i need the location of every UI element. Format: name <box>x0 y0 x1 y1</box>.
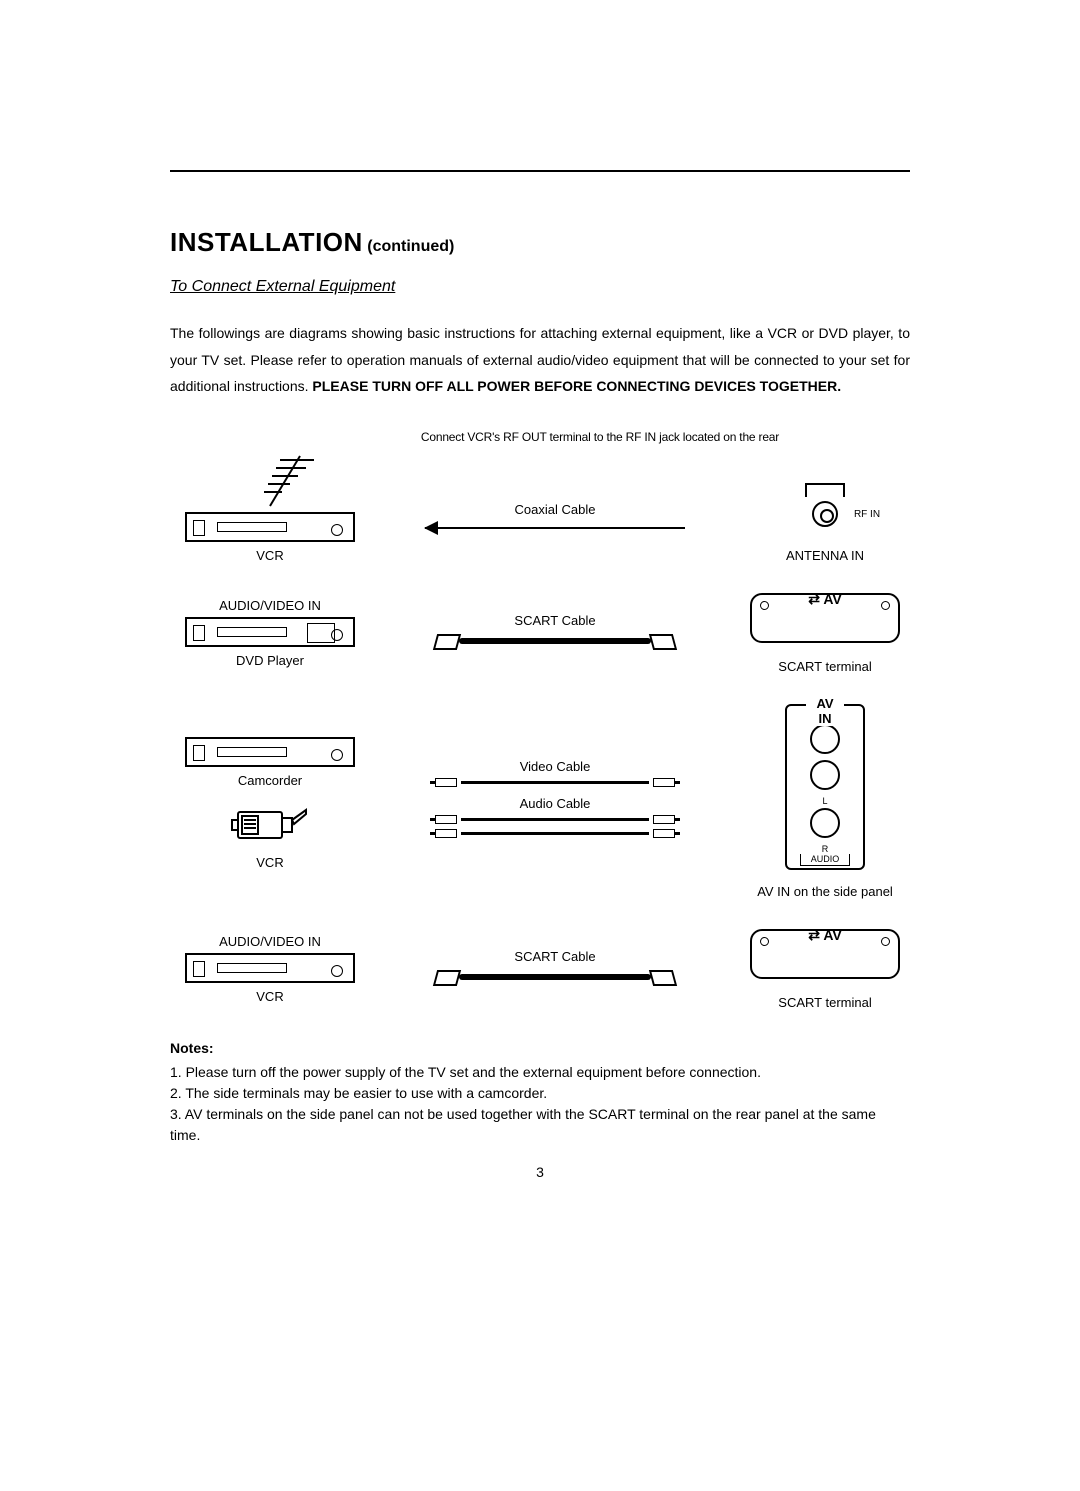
row4-right: ⇄ AV SCART terminal <box>740 929 910 1010</box>
scart-cable-icon <box>435 634 675 654</box>
row2-right-label: SCART terminal <box>740 659 910 674</box>
row4-mid: SCART Cable <box>370 949 740 990</box>
scart-cable-icon-2 <box>435 970 675 990</box>
scart-terminal-icon-2: ⇄ AV <box>750 929 900 979</box>
scart-terminal-icon: ⇄ AV <box>750 593 900 643</box>
diagram-top-note: Connect VCR's RF OUT terminal to the RF … <box>290 430 910 444</box>
page-number: 3 <box>170 1164 910 1180</box>
vcr-device-icon <box>185 512 355 542</box>
row3-right-below: AV IN on the side panel <box>740 884 910 899</box>
diagram-row-scart-dvd: AUDIO/VIDEO IN DVD Player SCART Cable ⇄ … <box>170 593 910 674</box>
video-cable-label: Video Cable <box>370 759 740 774</box>
intro-bold: PLEASE TURN OFF ALL POWER BEFORE CONNECT… <box>312 378 841 394</box>
row4-right-label: SCART terminal <box>740 995 910 1010</box>
row2-left: AUDIO/VIDEO IN DVD Player <box>170 598 370 668</box>
rfin-small-label: RF IN <box>782 509 952 520</box>
camcorder-device-icon <box>185 737 355 767</box>
scart-cable-label-1: SCART Cable <box>370 613 740 628</box>
note-1: 1. Please turn off the power supply of t… <box>170 1062 910 1083</box>
note-2: 2. The side terminals may be easier to u… <box>170 1083 910 1104</box>
diagram-row-avin: Camcorder VCR Video Cable Audio Cab <box>170 704 910 899</box>
rf-in-jack-icon: RF IN <box>740 483 910 542</box>
vcr-device-icon-2 <box>185 953 355 983</box>
diagram-row-scart-vcr: AUDIO/VIDEO IN VCR SCART Cable ⇄ AV SCAR… <box>170 929 910 1010</box>
rca-audio-cable-icon-1 <box>435 815 675 825</box>
row2-right: ⇄ AV SCART terminal <box>740 593 910 674</box>
row3-mid: Video Cable Audio Cable <box>370 759 740 843</box>
row4-left: AUDIO/VIDEO IN VCR <box>170 934 370 1004</box>
page-title: INSTALLATION (continued) <box>170 227 910 258</box>
row2-left-label: DVD Player <box>170 653 370 668</box>
row3-left: Camcorder VCR <box>170 733 370 870</box>
av-icon-label-1: AV <box>823 591 841 607</box>
coaxial-arrow-icon <box>425 527 685 529</box>
intro-paragraph: The followings are diagrams showing basi… <box>170 320 910 400</box>
coaxial-cable-label: Coaxial Cable <box>370 502 740 517</box>
av-in-panel-icon: AV IN VIDEO L R AUDIO <box>785 704 865 870</box>
row1-mid: Coaxial Cable <box>370 502 740 563</box>
horizontal-rule <box>170 170 910 172</box>
rca-video-cable-icon <box>435 778 675 788</box>
title-sub: (continued) <box>363 238 455 255</box>
row4-left-label: VCR <box>170 989 370 1004</box>
avin-audio-label: AUDIO <box>800 854 850 866</box>
scart-cable-label-2: SCART Cable <box>370 949 740 964</box>
row1-left-label: VCR <box>170 548 370 563</box>
dvd-player-icon <box>185 617 355 647</box>
rca-audio-cable-icon-2 <box>435 829 675 839</box>
handheld-camcorder-icon <box>230 794 310 849</box>
title-main: INSTALLATION <box>170 227 363 257</box>
avin-l-label: L <box>787 796 863 806</box>
row1-right-label: ANTENNA IN <box>740 548 910 563</box>
antenna-icon <box>220 448 320 508</box>
note-3: 3. AV terminals on the side panel can no… <box>170 1104 910 1146</box>
avin-title: AV IN <box>806 696 844 726</box>
section-subtitle: To Connect External Equipment <box>170 278 910 296</box>
avin-r-label: R <box>787 844 863 854</box>
notes-heading: Notes: <box>170 1040 910 1056</box>
row3-right: AV IN VIDEO L R AUDIO AV IN on the side … <box>740 704 910 899</box>
diagram-row-coaxial: VCR Coaxial Cable RF IN ANTENNA IN <box>170 448 910 563</box>
connection-diagrams: Connect VCR's RF OUT terminal to the RF … <box>170 430 910 1010</box>
row1-right: RF IN ANTENNA IN <box>740 483 910 563</box>
manual-page: INSTALLATION (continued) To Connect Exte… <box>0 0 1080 1260</box>
row4-left-above: AUDIO/VIDEO IN <box>170 934 370 949</box>
av-icon-label-2: AV <box>823 927 841 943</box>
row1-left: VCR <box>170 448 370 563</box>
row3-left-top-label: Camcorder <box>170 773 370 788</box>
row3-left-bottom-label: VCR <box>170 855 370 870</box>
row2-left-above: AUDIO/VIDEO IN <box>170 598 370 613</box>
audio-cable-label: Audio Cable <box>370 796 740 811</box>
row2-mid: SCART Cable <box>370 613 740 654</box>
